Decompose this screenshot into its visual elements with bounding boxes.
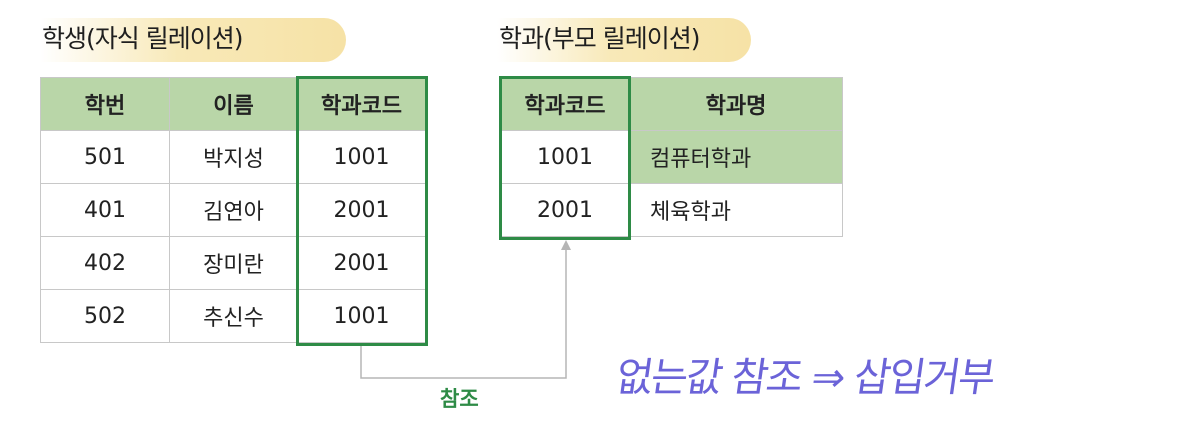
cell-name: 박지성 xyxy=(169,130,298,184)
primary-key-highlight-box xyxy=(499,76,631,240)
table-row: 501 박지성 1001 xyxy=(40,130,426,184)
column-header-dept-name: 학과명 xyxy=(629,77,843,131)
cell-dept-code: 1001 xyxy=(500,130,630,184)
table-row: 402 장미란 2001 xyxy=(40,236,426,290)
handwritten-note: 없는값 참조 ⇒ 삽입거부 xyxy=(613,355,997,401)
parent-relation-title: 학과(부모 릴레이션) xyxy=(497,18,751,62)
cell-dept-name: 체육학과 xyxy=(629,183,843,237)
table-row: 1001 컴퓨터학과 xyxy=(500,130,843,184)
cell-dept-code: 1001 xyxy=(297,289,426,343)
column-header-dept-code: 학과코드 xyxy=(297,77,426,131)
parent-relation-table: 학과코드 학과명 1001 컴퓨터학과 2001 체육학과 xyxy=(500,77,843,237)
cell-dept-code: 2001 xyxy=(297,183,426,237)
cell-student-id: 401 xyxy=(40,183,170,237)
table-row: 502 추신수 1001 xyxy=(40,289,426,343)
cell-student-id: 501 xyxy=(40,130,170,184)
child-relation-table: 학번 이름 학과코드 501 박지성 1001 401 김연아 2001 402… xyxy=(40,77,426,343)
cell-dept-code: 2001 xyxy=(500,183,630,237)
cell-dept-code: 1001 xyxy=(297,130,426,184)
reference-label: 참조 xyxy=(440,387,479,411)
foreign-key-highlight-box xyxy=(296,76,428,346)
cell-dept-name: 컴퓨터학과 xyxy=(629,130,843,184)
table-row: 401 김연아 2001 xyxy=(40,183,426,237)
reference-arrowhead xyxy=(561,240,571,250)
table-row: 2001 체육학과 xyxy=(500,183,843,237)
table-header-row: 학과코드 학과명 xyxy=(500,77,843,131)
column-header-name: 이름 xyxy=(169,77,298,131)
cell-name: 김연아 xyxy=(169,183,298,237)
cell-name: 추신수 xyxy=(169,289,298,343)
column-header-student-id: 학번 xyxy=(40,77,170,131)
column-header-dept-code: 학과코드 xyxy=(500,77,630,131)
reference-line xyxy=(360,246,567,379)
table-header-row: 학번 이름 학과코드 xyxy=(40,77,426,131)
child-relation-title: 학생(자식 릴레이션) xyxy=(40,18,346,62)
cell-dept-code: 2001 xyxy=(297,236,426,290)
